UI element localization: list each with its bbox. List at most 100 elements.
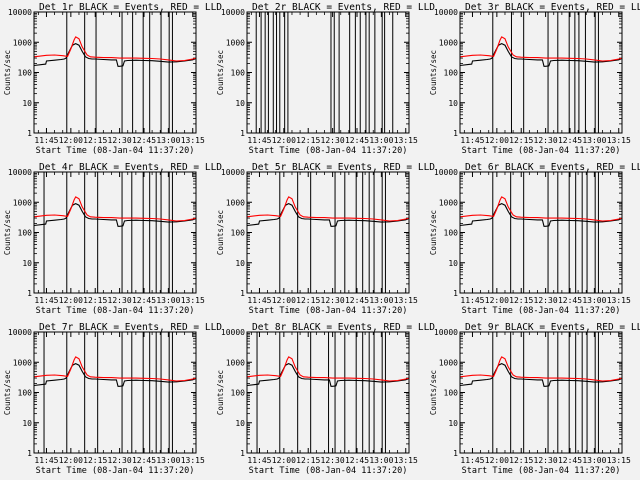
y-axis-label: Counts/sec bbox=[3, 50, 12, 95]
x-tick-label: 13:00 bbox=[582, 296, 606, 305]
x-tick-label: 12:45 bbox=[132, 456, 156, 465]
x-tick-label: 13:00 bbox=[582, 136, 606, 145]
x-axis-label: Start Time (08-Jan-04 11:37:20) bbox=[36, 306, 195, 316]
x-tick-label: 12:15 bbox=[509, 296, 533, 305]
x-axis-label: Start Time (08-Jan-04 11:37:20) bbox=[462, 466, 621, 476]
y-tick-label: 1 bbox=[453, 289, 458, 298]
lld-series-line bbox=[33, 356, 197, 382]
y-tick-label: 100 bbox=[444, 389, 459, 398]
x-tick-label: 12:45 bbox=[345, 296, 369, 305]
y-tick-label: 1 bbox=[27, 289, 32, 298]
y-tick-label: 10 bbox=[448, 259, 458, 268]
x-tick-label: 13:15 bbox=[607, 136, 631, 145]
lld-series-line bbox=[459, 36, 623, 62]
x-tick-label: 12:45 bbox=[132, 296, 156, 305]
x-tick-label: 12:15 bbox=[296, 456, 320, 465]
x-axis-label: Start Time (08-Jan-04 11:37:20) bbox=[249, 466, 408, 476]
y-axis-label: Counts/sec bbox=[3, 210, 12, 255]
x-tick-label: 11:45 bbox=[247, 296, 271, 305]
x-tick-label: 13:15 bbox=[394, 456, 418, 465]
x-tick-label: 12:45 bbox=[345, 456, 369, 465]
plot-frame bbox=[246, 171, 410, 294]
x-axis-label: Start Time (08-Jan-04 11:37:20) bbox=[249, 146, 408, 156]
x-tick-label: 11:45 bbox=[460, 136, 484, 145]
x-tick-label: 13:00 bbox=[369, 296, 393, 305]
plot-frame bbox=[33, 171, 197, 294]
y-tick-label: 1 bbox=[27, 129, 32, 138]
y-tick-label: 10 bbox=[22, 259, 32, 268]
y-tick-label: 1000 bbox=[226, 358, 245, 367]
y-tick-label: 10000 bbox=[221, 168, 245, 177]
x-tick-label: 12:15 bbox=[296, 296, 320, 305]
x-axis-label: Start Time (08-Jan-04 11:37:20) bbox=[249, 306, 408, 316]
y-tick-label: 10000 bbox=[434, 168, 458, 177]
y-axis-label: Counts/sec bbox=[216, 50, 225, 95]
y-tick-label: 1000 bbox=[439, 38, 458, 47]
y-tick-label: 10000 bbox=[434, 328, 458, 337]
y-tick-label: 1000 bbox=[13, 198, 32, 207]
x-tick-label: 13:15 bbox=[181, 136, 205, 145]
lld-series-line bbox=[33, 36, 197, 62]
panel-3: Det 3r BLACK = Events, RED = LLD Counts/s… bbox=[429, 2, 640, 156]
x-tick-label: 13:00 bbox=[156, 296, 180, 305]
x-tick-label: 12:30 bbox=[321, 456, 345, 465]
y-tick-label: 10 bbox=[235, 99, 245, 108]
x-tick-label: 12:30 bbox=[534, 456, 558, 465]
x-tick-label: 12:15 bbox=[83, 136, 107, 145]
y-tick-label: 10000 bbox=[8, 168, 32, 177]
plot-frame bbox=[459, 11, 623, 134]
x-tick-label: 13:15 bbox=[607, 456, 631, 465]
events-series-line bbox=[459, 202, 623, 227]
x-tick-label: 12:30 bbox=[108, 456, 132, 465]
y-tick-label: 1000 bbox=[439, 358, 458, 367]
x-tick-label: 13:00 bbox=[582, 456, 606, 465]
y-tick-label: 1000 bbox=[226, 38, 245, 47]
y-tick-label: 100 bbox=[231, 389, 246, 398]
y-tick-label: 100 bbox=[444, 229, 459, 238]
y-tick-label: 10000 bbox=[221, 8, 245, 17]
plot-frame bbox=[33, 331, 197, 454]
panel-title: Det 6r BLACK = Events, RED = LLD bbox=[465, 162, 640, 173]
events-series-line bbox=[33, 362, 197, 387]
y-tick-label: 1 bbox=[240, 449, 245, 458]
y-tick-label: 10000 bbox=[8, 8, 32, 17]
x-tick-label: 11:45 bbox=[247, 456, 271, 465]
x-tick-label: 12:00 bbox=[272, 296, 296, 305]
events-series-line bbox=[459, 42, 623, 67]
x-tick-label: 12:30 bbox=[108, 136, 132, 145]
panel-title: Det 2r BLACK = Events, RED = LLD bbox=[252, 2, 435, 13]
x-tick-label: 12:00 bbox=[485, 136, 509, 145]
y-tick-label: 10 bbox=[235, 259, 245, 268]
events-series-line bbox=[33, 42, 197, 67]
y-tick-label: 1 bbox=[453, 449, 458, 458]
x-tick-label: 12:45 bbox=[558, 136, 582, 145]
panel-title: Det 9r BLACK = Events, RED = LLD bbox=[465, 322, 640, 333]
x-tick-label: 12:45 bbox=[345, 136, 369, 145]
x-tick-label: 13:15 bbox=[394, 136, 418, 145]
y-tick-label: 1 bbox=[240, 129, 245, 138]
x-axis-label: Start Time (08-Jan-04 11:37:20) bbox=[36, 146, 195, 156]
plot-frame bbox=[246, 331, 410, 454]
x-tick-label: 12:45 bbox=[132, 136, 156, 145]
x-tick-label: 12:00 bbox=[59, 136, 83, 145]
panel-7: Det 7r BLACK = Events, RED = LLD Counts/s… bbox=[3, 322, 222, 476]
panel-title: Det 4r BLACK = Events, RED = LLD bbox=[39, 162, 222, 173]
events-series-line bbox=[246, 202, 410, 227]
panel-title: Det 5r BLACK = Events, RED = LLD bbox=[252, 162, 435, 173]
x-tick-label: 11:45 bbox=[460, 456, 484, 465]
x-tick-label: 12:00 bbox=[485, 456, 509, 465]
panel-title: Det 8r BLACK = Events, RED = LLD bbox=[252, 322, 435, 333]
y-tick-label: 1000 bbox=[13, 38, 32, 47]
x-tick-label: 12:45 bbox=[558, 456, 582, 465]
panel-6: Det 6r BLACK = Events, RED = LLD Counts/s… bbox=[429, 162, 640, 316]
y-tick-label: 100 bbox=[18, 69, 33, 78]
lld-series-line bbox=[33, 196, 197, 222]
y-tick-label: 1000 bbox=[439, 198, 458, 207]
x-tick-label: 11:45 bbox=[34, 136, 58, 145]
y-tick-label: 10000 bbox=[434, 8, 458, 17]
x-tick-label: 13:15 bbox=[607, 296, 631, 305]
events-series-line bbox=[33, 202, 197, 227]
x-tick-label: 12:15 bbox=[296, 136, 320, 145]
x-tick-label: 12:15 bbox=[83, 296, 107, 305]
x-tick-label: 12:30 bbox=[321, 136, 345, 145]
